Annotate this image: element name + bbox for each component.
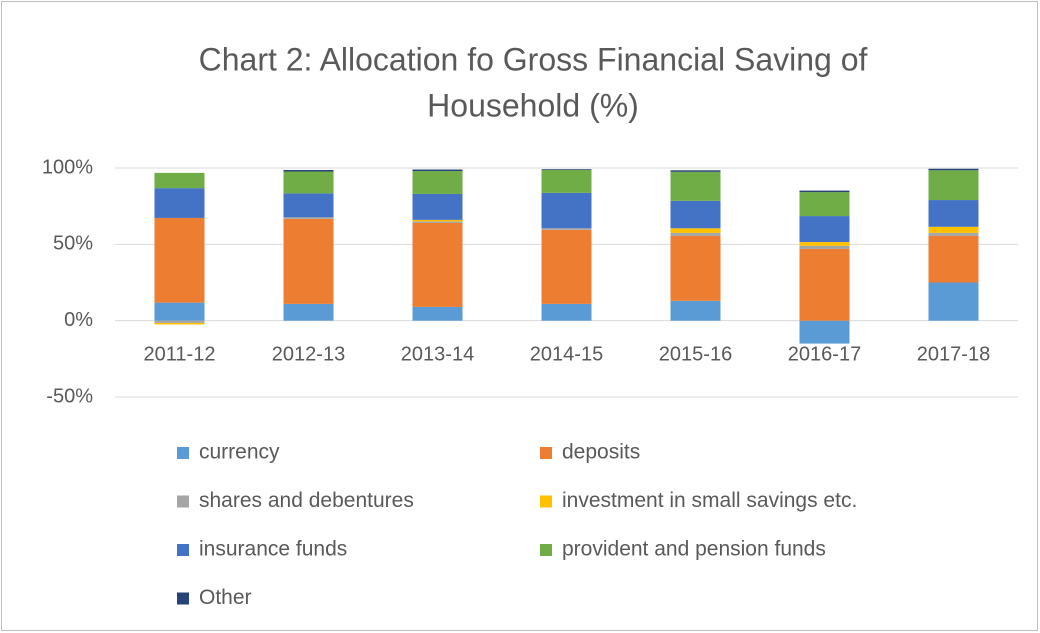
bar-segment (799, 216, 850, 243)
bar-segment (283, 217, 334, 219)
bar-segment (799, 320, 850, 344)
bar-segment (283, 303, 334, 321)
bar-segment (154, 217, 205, 303)
legend-swatch (540, 544, 552, 556)
legend-swatch (177, 592, 189, 605)
bar-segment (928, 232, 979, 236)
bar-segment (412, 306, 463, 321)
legend-label: shares and debentures (199, 489, 414, 512)
bar-segment (412, 222, 463, 307)
bar-segment (541, 169, 592, 193)
bar-segment (541, 169, 592, 170)
bar-segment (928, 282, 979, 321)
x-tick-label: 2017-18 (917, 343, 990, 365)
legend-swatch (177, 495, 189, 508)
x-tick-label: 2013-14 (401, 343, 474, 365)
bar-segment (154, 302, 205, 321)
bar-segment (283, 193, 334, 218)
bar-segment (670, 228, 721, 233)
bar-segment (670, 200, 721, 229)
y-tick-label: -50% (46, 385, 93, 407)
bar-segment (799, 248, 850, 321)
x-tick-label: 2011-12 (144, 343, 216, 365)
bar-segment (283, 169, 334, 172)
bar-segment (799, 245, 850, 249)
bar-segment (928, 226, 979, 233)
bar-segment (670, 300, 721, 321)
legend-label: currency (199, 441, 280, 464)
bar-segment (670, 170, 721, 172)
y-tick-label: 50% (53, 233, 93, 255)
bar-segment (928, 170, 979, 201)
legend-label: insurance funds (199, 538, 347, 561)
x-tick-label: 2014-15 (530, 343, 603, 365)
legend-swatch (540, 495, 552, 508)
bar-segment (670, 171, 721, 201)
bar-segment (799, 190, 850, 193)
x-tick-label: 2015-16 (659, 343, 732, 365)
x-tick-label: 2016-17 (788, 343, 861, 365)
bar-segment (541, 192, 592, 229)
bar-segment (670, 235, 721, 301)
bar-segment (412, 169, 463, 172)
bar-segment (412, 171, 463, 194)
legend-label: Other (199, 586, 252, 609)
bar-segment (412, 193, 463, 220)
bar-segment (412, 219, 463, 222)
y-tick-label: 0% (64, 309, 93, 331)
y-tick-label: 100% (42, 156, 93, 178)
chart-title: Chart 2: Allocation fo Gross Financial S… (199, 41, 868, 77)
bar-segment (799, 242, 850, 246)
legend-label: investment in small savings etc. (562, 489, 857, 512)
bar-segment (928, 168, 979, 171)
bar-segment (154, 188, 205, 218)
bar-segment (799, 192, 850, 217)
bar-segment (928, 235, 979, 283)
bar-segment (283, 218, 334, 304)
bar-segment (283, 171, 334, 194)
bar-segment (541, 229, 592, 304)
legend-swatch (177, 544, 189, 556)
bar-segment (928, 200, 979, 227)
legend-label: deposits (562, 441, 640, 464)
legend-swatch (540, 447, 552, 459)
x-tick-label: 2012-13 (272, 343, 345, 365)
legend-swatch (177, 447, 189, 459)
bar-segment (541, 228, 592, 230)
bar-segment (670, 232, 721, 236)
bar-segment (154, 322, 205, 325)
bar-segment (154, 320, 205, 323)
chart-title: Household (%) (427, 87, 639, 123)
bar-segment (154, 172, 205, 189)
bar-segment (412, 221, 463, 223)
bar-segment (541, 303, 592, 321)
legend-label: provident and pension funds (562, 538, 826, 561)
